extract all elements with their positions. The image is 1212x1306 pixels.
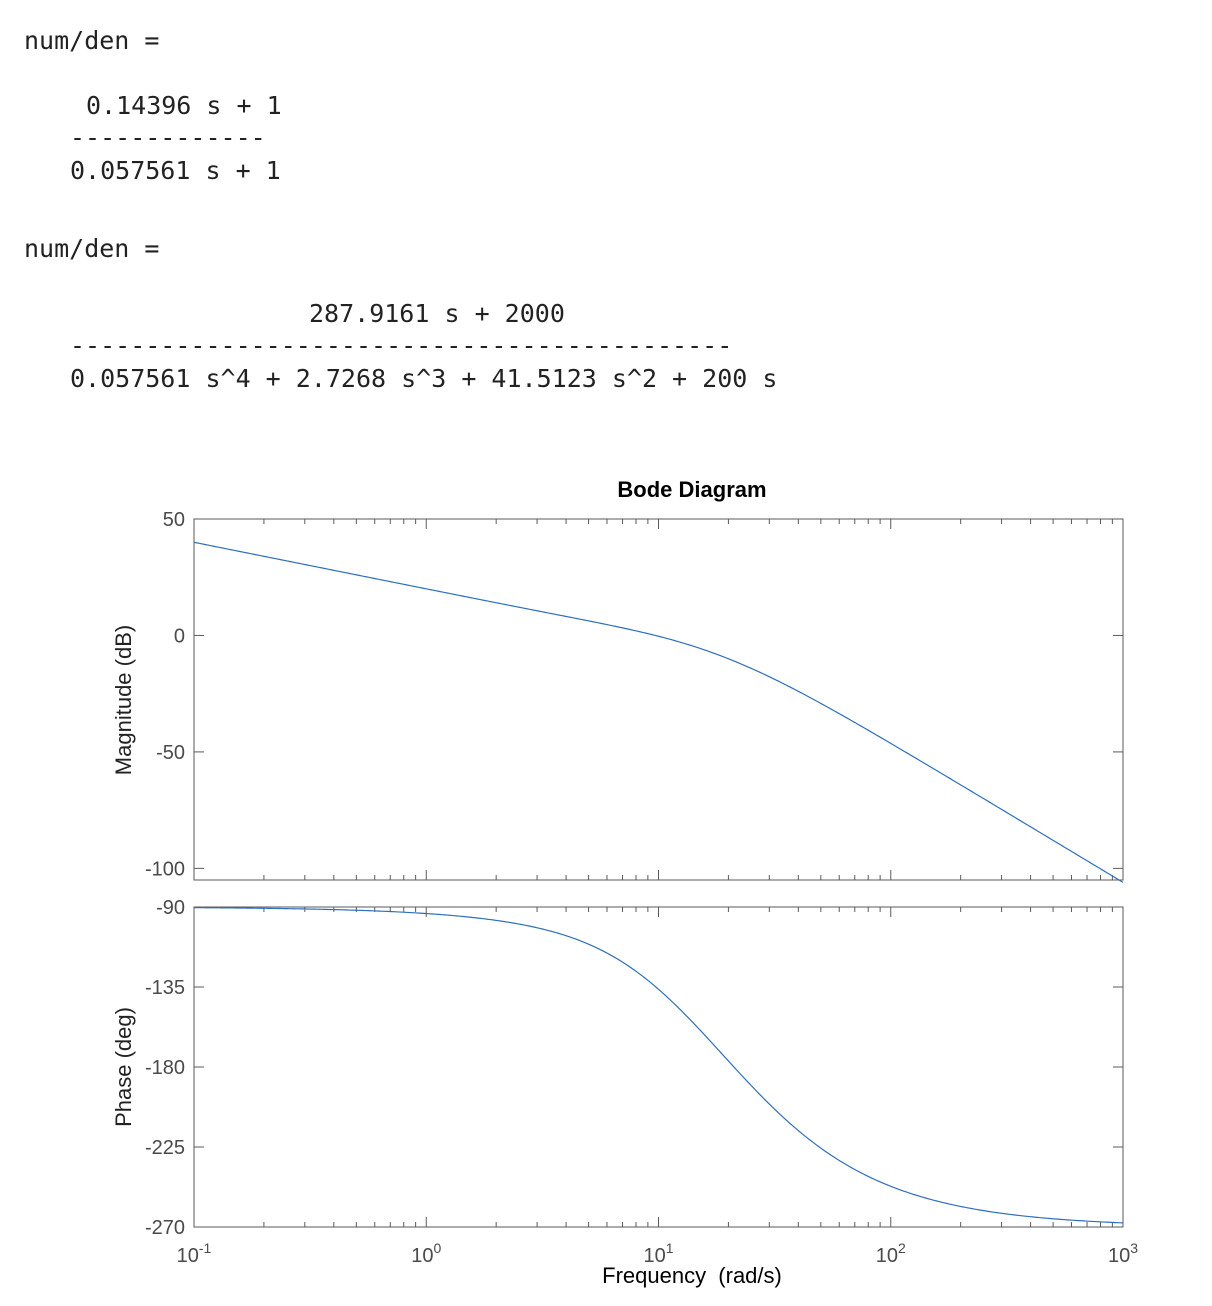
magnitude-series-line xyxy=(193,541,1124,883)
tf1-fraction-rule: ------------- xyxy=(70,123,266,152)
x-tick-labels: 10-1 100 101 102 103 xyxy=(177,1240,1139,1267)
phase-y-axis-label: Phase (deg) xyxy=(111,1007,136,1127)
console-label-1: num/den = xyxy=(24,26,160,55)
console-label-2: num/den = xyxy=(24,234,160,263)
magnitude-axes-frame xyxy=(193,518,1124,881)
x-tick-label: 102 xyxy=(876,1240,906,1267)
phase-y-tick-label: -90 xyxy=(156,897,185,919)
magnitude-y-tick-labels: 50 0 -50 -100 xyxy=(145,509,185,880)
phase-y-tick-label: -135 xyxy=(145,977,185,999)
chart-title: Bode Diagram xyxy=(617,477,766,502)
tf2-fraction-rule: ----------------------------------------… xyxy=(70,331,733,360)
magnitude-y-tick-label: -100 xyxy=(145,858,185,880)
magnitude-tick-marks xyxy=(193,518,1123,880)
phase-y-tick-label: -225 xyxy=(145,1137,185,1159)
magnitude-y-tick-label: -50 xyxy=(156,742,185,764)
tf1-numerator: 0.14396 s + 1 xyxy=(86,91,282,120)
phase-axes-frame xyxy=(193,906,1124,1228)
phase-tick-marks xyxy=(193,906,1123,1228)
tf2-denominator: 0.057561 s^4 + 2.7268 s^3 + 41.5123 s^2 … xyxy=(70,364,778,393)
phase-axes: -90 -135 -180 -225 -270 Phase (deg) xyxy=(111,897,1124,1239)
x-tick-label: 10-1 xyxy=(177,1240,212,1267)
phase-series-line xyxy=(193,907,1124,1224)
x-axis-label: Frequency (rad/s) xyxy=(602,1263,782,1288)
phase-y-tick-label: -270 xyxy=(145,1217,185,1239)
phase-y-tick-labels: -90 -135 -180 -225 -270 xyxy=(145,897,185,1239)
tf1-denominator: 0.057561 s + 1 xyxy=(70,156,281,185)
x-tick-label: 100 xyxy=(411,1240,441,1267)
magnitude-axes: 50 0 -50 -100 Magnitude (dB) xyxy=(111,509,1124,883)
tf2-numerator: 287.9161 s + 2000 xyxy=(309,299,565,328)
x-tick-label: 103 xyxy=(1108,1240,1138,1267)
magnitude-y-tick-label: 50 xyxy=(163,509,185,531)
phase-y-tick-label: -180 xyxy=(145,1057,185,1079)
magnitude-y-tick-label: 0 xyxy=(174,625,185,647)
magnitude-y-axis-label: Magnitude (dB) xyxy=(111,625,136,775)
x-tick-label: 101 xyxy=(643,1240,673,1267)
